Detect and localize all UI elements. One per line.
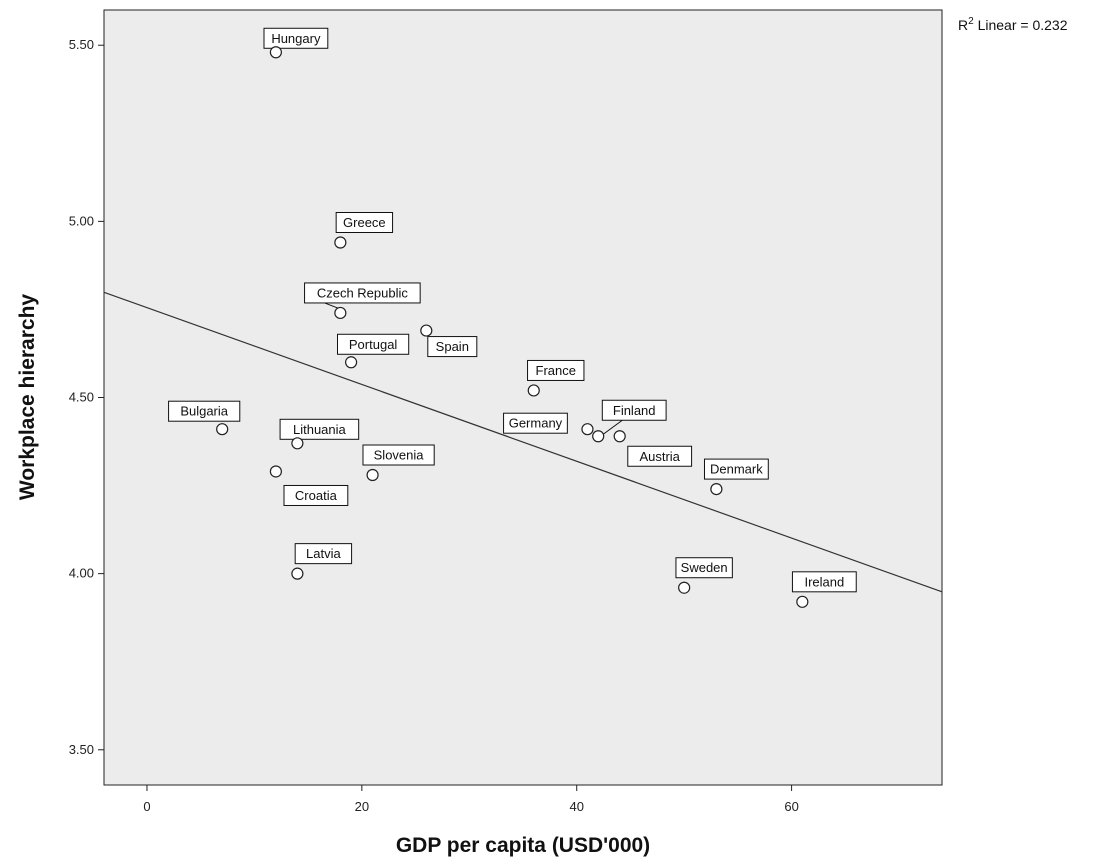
scatter-point xyxy=(581,423,594,436)
point-label-box xyxy=(294,543,353,565)
point-label-box xyxy=(362,444,435,466)
scatter-point xyxy=(613,430,626,443)
data-point-group: Greece xyxy=(334,212,394,249)
data-point-group: Bulgaria xyxy=(168,400,241,436)
data-point-group: Lithuania xyxy=(279,418,360,450)
data-point-group: Austria xyxy=(613,430,693,467)
point-label: Hungary xyxy=(271,31,321,46)
data-point-group: Croatia xyxy=(269,465,349,506)
y-tick-label: 4.00 xyxy=(69,566,94,581)
point-label-box xyxy=(427,336,478,358)
scatter-point xyxy=(269,46,282,59)
point-label-box xyxy=(703,458,769,480)
y-tick-label: 5.00 xyxy=(69,213,94,228)
r2-superscript: 2 xyxy=(968,16,974,27)
r2-value: Linear = 0.232 xyxy=(974,17,1068,33)
point-label: Latvia xyxy=(306,546,341,561)
fit-line xyxy=(103,291,943,593)
scatter-point xyxy=(527,384,540,397)
scatter-point xyxy=(334,236,347,249)
y-tick-label: 5.50 xyxy=(69,37,94,52)
point-label-box xyxy=(791,571,857,593)
scatter-point xyxy=(710,482,723,496)
x-axis: 0 20 40 60 xyxy=(143,785,799,814)
point-label-box xyxy=(168,400,241,422)
y-axis: 3.50 4.00 4.50 5.00 5.50 xyxy=(69,37,104,757)
point-label: France xyxy=(536,363,576,378)
r2-prefix: R xyxy=(958,17,968,33)
point-label: Austria xyxy=(639,449,680,464)
scatter-point xyxy=(796,595,809,608)
x-tick-label: 60 xyxy=(784,799,798,814)
point-label: Denmark xyxy=(710,462,763,477)
x-axis-title: GDP per capita (USD'000) xyxy=(396,834,650,857)
scatter-point xyxy=(345,356,358,369)
x-tick-label: 0 xyxy=(143,799,150,814)
data-points: Hungary Greece Czech Republic Spain Portugal… xyxy=(168,27,857,608)
y-tick-label: 3.50 xyxy=(69,742,94,757)
point-label-box xyxy=(675,557,733,579)
point-label: Sweden xyxy=(681,560,728,575)
scatter-point xyxy=(216,423,229,436)
point-label-box xyxy=(283,484,349,506)
scatter-point xyxy=(334,306,347,320)
point-label-box xyxy=(335,212,394,233)
data-point-group: Czech Republic xyxy=(304,282,421,320)
point-label: Greece xyxy=(343,215,386,230)
scatter-point xyxy=(291,437,304,450)
point-label-box xyxy=(279,418,360,440)
scatter-point xyxy=(366,468,379,482)
point-label-box xyxy=(304,282,421,304)
scatter-point xyxy=(420,324,433,337)
plot-area xyxy=(103,9,943,786)
point-label: Ireland xyxy=(804,574,844,589)
r-squared-annotation: R2 Linear = 0.232 xyxy=(958,16,1068,33)
point-label-box xyxy=(263,27,329,49)
scatter-point xyxy=(269,465,282,478)
point-label-box xyxy=(627,445,693,467)
data-point-group: Ireland xyxy=(791,571,857,608)
point-label: Spain xyxy=(436,339,469,354)
y-tick-label: 4.50 xyxy=(69,390,94,405)
point-label-box xyxy=(601,399,667,421)
x-tick-label: 40 xyxy=(569,799,583,814)
data-point-group: Hungary xyxy=(263,27,329,59)
point-label: Slovenia xyxy=(374,448,425,463)
data-point-group: Germany xyxy=(503,412,594,436)
data-point-group: Portugal xyxy=(337,333,410,369)
point-label: Bulgaria xyxy=(180,404,228,419)
point-label-box xyxy=(503,412,568,434)
point-label: Germany xyxy=(509,416,563,431)
data-point-group: Spain xyxy=(420,324,478,358)
data-point-group: Slovenia xyxy=(362,444,435,482)
data-point-group: Sweden xyxy=(675,557,733,594)
point-label: Portugal xyxy=(349,337,398,352)
point-label: Lithuania xyxy=(293,422,347,437)
data-point-group: Denmark xyxy=(703,458,769,496)
point-label-box xyxy=(527,359,585,381)
scatter-point xyxy=(678,581,691,594)
scatter-point xyxy=(592,430,605,443)
point-label: Czech Republic xyxy=(317,285,409,300)
point-label-box xyxy=(337,333,410,355)
data-point-group: Finland xyxy=(592,399,667,443)
x-tick-label: 20 xyxy=(355,799,369,814)
point-label: Croatia xyxy=(295,488,338,503)
scatter-point xyxy=(291,567,304,580)
y-axis-title: Workplace hierarchy xyxy=(16,294,39,501)
data-point-group: France xyxy=(527,359,585,397)
point-label: Finland xyxy=(613,403,656,418)
data-point-group: Latvia xyxy=(291,543,353,580)
label-leader xyxy=(602,419,623,435)
